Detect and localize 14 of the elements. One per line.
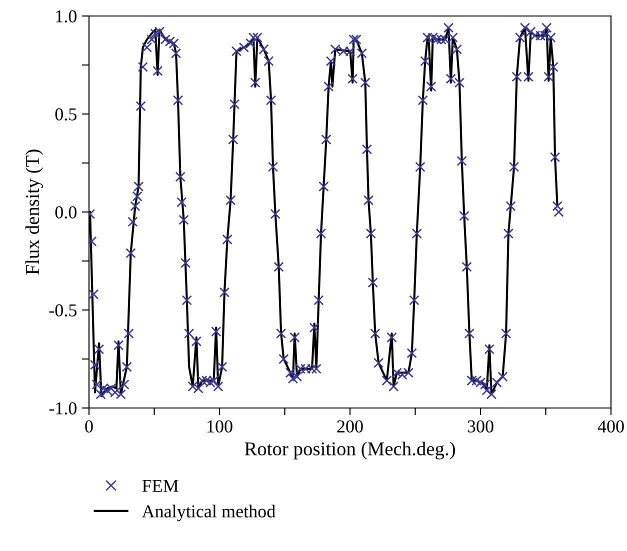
x-tick-label: 300: [468, 420, 494, 433]
x-tick-label: 100: [208, 420, 232, 433]
legend-label: FEM: [142, 480, 178, 492]
x-tick-label: 0: [85, 420, 93, 433]
y-tick-label: -0.5: [49, 304, 76, 317]
y-axis-title: Flux density (T): [25, 150, 44, 275]
y-tick-label: 0.0: [55, 206, 77, 219]
legend-label: Analytical method: [142, 504, 276, 522]
y-tick-label: 0.5: [55, 108, 76, 121]
x-axis-title: Rotor position (Mech.deg.): [244, 442, 455, 460]
y-tick-label: 1.0: [56, 10, 77, 23]
x-tick-label: 200: [337, 420, 363, 433]
x-tick-label: 400: [598, 420, 624, 433]
y-tick-label: -1.0: [49, 402, 77, 415]
